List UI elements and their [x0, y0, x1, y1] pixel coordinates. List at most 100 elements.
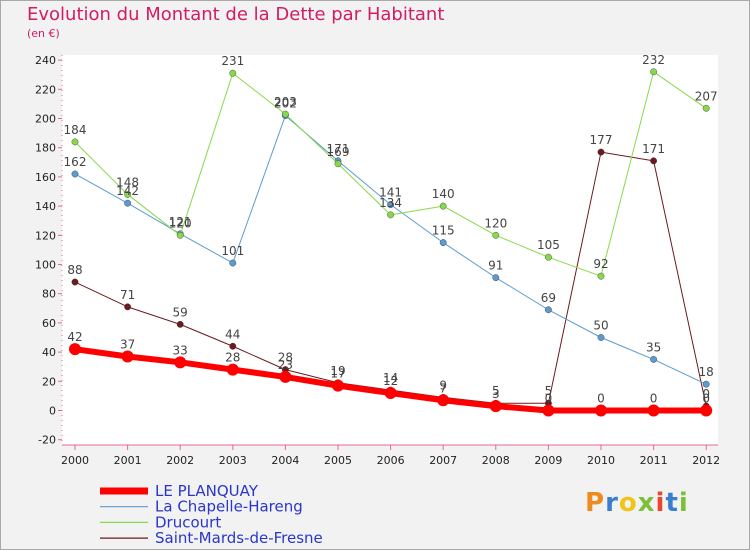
data-point-la-chapelle-hareng [439, 239, 447, 247]
data-point-le-planquay [332, 379, 344, 392]
data-point-le-planquay [437, 394, 450, 407]
data-point-la-chapelle-hareng [597, 334, 605, 341]
data-point-la-chapelle-hareng [702, 380, 710, 388]
plot-area [62, 55, 718, 445]
data-label-la-chapelle-hareng: 35 [646, 340, 661, 354]
data-label-saint-mards-de-fresne: 9 [439, 378, 447, 392]
data-label-drucourt: 148 [116, 175, 139, 189]
y-tick-label: 80 [42, 288, 56, 301]
data-point-saint-mards-de-fresne [597, 148, 605, 156]
data-point-saint-mards-de-fresne [124, 303, 132, 311]
logo-letter: t [665, 488, 679, 518]
x-tick-label: 2006 [377, 454, 405, 467]
data-label-saint-mards-de-fresne: 88 [67, 263, 82, 277]
data-label-saint-mards-de-fresne: 44 [225, 327, 240, 341]
data-label-drucourt: 207 [695, 89, 718, 103]
data-point-le-planquay [700, 404, 713, 417]
data-point-la-chapelle-hareng [545, 306, 552, 314]
data-label-saint-mards-de-fresne: 5 [545, 384, 553, 398]
legend-label-le-planquay: LE PLANQUAY [155, 482, 259, 500]
data-label-le-planquay: 12 [383, 374, 398, 388]
data-point-le-planquay [226, 363, 239, 376]
data-point-le-planquay [69, 343, 81, 356]
x-tick-label: 2010 [587, 454, 615, 467]
data-label-la-chapelle-hareng: 162 [64, 155, 87, 169]
chart-unit: (en €) [27, 27, 60, 40]
data-point-drucourt [387, 211, 394, 219]
logo-letter: x [637, 488, 656, 518]
y-tick-label: 0 [49, 405, 56, 418]
data-point-le-planquay [384, 386, 397, 399]
data-point-le-planquay [542, 404, 555, 417]
data-label-le-planquay: 23 [278, 358, 293, 372]
data-point-la-chapelle-hareng [387, 201, 394, 209]
data-point-le-planquay [595, 404, 607, 417]
x-tick-label: 2004 [271, 454, 299, 467]
x-tick-label: 2008 [482, 454, 510, 467]
data-label-drucourt: 203 [274, 95, 297, 109]
data-label-la-chapelle-hareng: 69 [541, 291, 556, 305]
y-tick-label: 200 [35, 113, 56, 126]
data-label-saint-mards-de-fresne: 5 [492, 384, 500, 398]
data-label-le-planquay: 28 [225, 351, 240, 365]
data-label-drucourt: 184 [64, 123, 87, 137]
data-label-le-planquay: 7 [439, 381, 447, 395]
y-tick-label: 240 [35, 54, 56, 67]
data-point-drucourt [71, 138, 79, 146]
data-label-drucourt: 140 [432, 187, 455, 201]
data-point-la-chapelle-hareng [71, 170, 79, 178]
data-point-drucourt [229, 69, 237, 77]
y-tick-label: 120 [35, 229, 56, 242]
data-point-drucourt [334, 160, 342, 168]
data-point-drucourt [650, 68, 657, 76]
x-tick-label: 2003 [219, 454, 247, 467]
data-point-drucourt [492, 231, 500, 239]
y-tick-label: 20 [42, 375, 56, 388]
data-label-drucourt: 120 [484, 216, 507, 230]
data-label-la-chapelle-hareng: 91 [488, 259, 503, 273]
y-tick-label: 180 [35, 142, 56, 155]
data-label-saint-mards-de-fresne: 0 [702, 387, 710, 401]
data-point-drucourt [439, 202, 447, 210]
data-label-la-chapelle-hareng: 115 [432, 224, 455, 238]
data-point-drucourt [545, 253, 552, 261]
data-label-le-planquay: 3 [492, 387, 500, 401]
legend-label-saint-mards-de-fresne: Saint-Mards-de-Fresne [155, 529, 323, 547]
data-label-la-chapelle-hareng: 50 [593, 319, 608, 333]
legend-label-drucourt: Drucourt [155, 513, 221, 531]
x-tick-label: 2000 [61, 454, 89, 467]
y-tick-label: 140 [35, 200, 56, 213]
data-label-drucourt: 169 [327, 145, 350, 159]
y-tick-label: 100 [35, 259, 56, 272]
logo-letter: o [618, 488, 638, 518]
data-label-la-chapelle-hareng: 202 [274, 97, 297, 111]
x-tick-label: 2001 [114, 454, 142, 467]
data-label-saint-mards-de-fresne: 59 [173, 305, 188, 319]
y-tick-label: 160 [35, 171, 56, 184]
proxiti-logo: Proxiti [585, 488, 689, 518]
data-label-drucourt: 134 [379, 196, 402, 210]
data-point-le-planquay [489, 400, 502, 413]
data-label-saint-mards-de-fresne: 14 [383, 371, 398, 385]
data-point-saint-mards-de-fresne [229, 342, 237, 350]
data-label-la-chapelle-hareng: 142 [116, 184, 139, 198]
data-label-le-planquay: 42 [67, 330, 82, 344]
data-point-le-planquay [279, 370, 292, 383]
data-label-drucourt: 231 [221, 54, 244, 68]
data-point-drucourt [124, 191, 132, 198]
data-label-drucourt: 120 [169, 216, 192, 230]
data-point-saint-mards-de-fresne [71, 278, 79, 286]
data-label-le-planquay: 0 [650, 392, 658, 406]
y-tick-label: 220 [35, 83, 56, 96]
data-point-la-chapelle-hareng [229, 259, 237, 267]
x-tick-label: 2005 [324, 454, 352, 467]
data-point-drucourt [702, 104, 710, 112]
data-label-le-planquay: 0 [702, 392, 710, 406]
data-label-la-chapelle-hareng: 18 [699, 365, 714, 379]
data-point-le-planquay [174, 356, 187, 369]
data-point-drucourt [281, 110, 289, 118]
data-point-drucourt [176, 231, 184, 239]
data-label-saint-mards-de-fresne: 177 [590, 133, 613, 147]
data-point-la-chapelle-hareng [650, 355, 657, 363]
